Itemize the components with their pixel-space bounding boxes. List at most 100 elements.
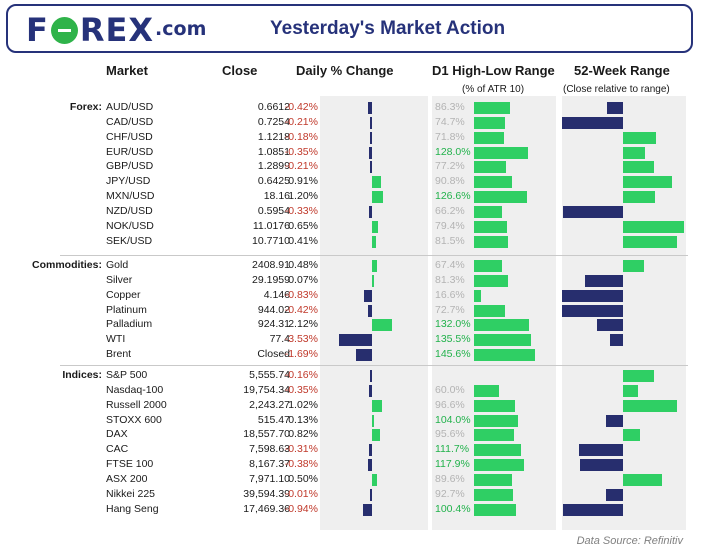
table-row: Forex: AUD/USD 0.6612 -0.42% 86.3%	[0, 100, 703, 115]
daily-change-value: -3.53%	[284, 333, 318, 346]
market-name: Nikkei 225	[106, 487, 156, 500]
market-name: Silver	[106, 273, 133, 286]
daily-change-value: -0.35%	[284, 383, 318, 396]
daily-change-value: 0.13%	[288, 413, 318, 426]
close-value: 7,971.10	[249, 472, 290, 485]
daily-change-bar	[372, 220, 379, 233]
close-value: 19,754.34	[243, 383, 290, 396]
atr-bar	[474, 102, 511, 114]
week52-bar	[623, 235, 677, 248]
daily-change-bar	[368, 459, 372, 472]
daily-change-bar	[368, 384, 372, 397]
table-row: GBP/USD 1.2899 -0.21% 77.2%	[0, 159, 703, 174]
table-row: STOXX 600 515.47 0.13% 104.0%	[0, 413, 703, 428]
close-value: 1.1218	[257, 130, 290, 143]
table-row: Commodities: Gold 2408.91 0.48% 67.4%	[0, 258, 703, 273]
market-name: JPY/USD	[106, 175, 151, 188]
column-header-52week: 52-Week Range	[574, 63, 670, 78]
market-name: SEK/USD	[106, 234, 153, 247]
table-row: NOK/USD 11.0176 0.65% 79.4%	[0, 219, 703, 234]
group-label: Commodities:	[31, 259, 102, 271]
close-value: 515.47	[257, 413, 290, 426]
week52-bar	[605, 488, 623, 501]
daily-change-value: -0.21%	[284, 115, 318, 128]
forex-logo: F REX.com	[26, 11, 207, 49]
atr-value: 126.6%	[435, 190, 471, 203]
week52-bar	[563, 205, 623, 218]
section-divider	[60, 365, 688, 366]
atr-bar	[474, 488, 513, 501]
close-value: 2,243.27	[249, 398, 290, 411]
market-name: MXN/USD	[106, 190, 155, 203]
close-value: 924.31	[257, 318, 290, 331]
market-name: CHF/USD	[106, 130, 153, 143]
atr-value: 66.2%	[435, 204, 465, 217]
week52-bar	[623, 220, 684, 233]
table-row: Platinum 944.02 -0.42% 72.7%	[0, 303, 703, 318]
table-row: CHF/USD 1.1218 -0.18% 71.8%	[0, 130, 703, 145]
daily-change-value: -0.83%	[284, 288, 318, 301]
daily-change-bar	[372, 319, 392, 332]
table-row: CAC 7,598.63 -0.31% 111.7%	[0, 442, 703, 457]
column-subheader-d1-range: (% of ATR 10)	[462, 84, 525, 95]
daily-change-value: -0.16%	[284, 369, 318, 381]
daily-change-value: -0.21%	[284, 160, 318, 173]
close-value: 17,469.36	[243, 502, 290, 515]
atr-value: 81.3%	[435, 273, 465, 286]
close-value: 0.6612	[257, 101, 290, 113]
market-name: Gold	[106, 259, 129, 271]
daily-change-bar	[356, 349, 372, 362]
atr-value: 86.3%	[435, 101, 465, 113]
column-header-market: Market	[106, 63, 148, 78]
market-name: ASX 200	[106, 472, 148, 485]
market-name: NOK/USD	[106, 219, 154, 232]
atr-value: 95.6%	[435, 428, 465, 441]
column-header-close: Close	[222, 63, 258, 78]
atr-value: 111.7%	[435, 443, 470, 456]
table-row: EUR/USD 1.0851 -0.35% 128.0%	[0, 145, 703, 160]
daily-change-bar	[372, 473, 377, 486]
week52-bar	[563, 503, 623, 516]
market-name: CAD/USD	[106, 115, 154, 128]
week52-bar	[585, 274, 623, 287]
daily-change-value: 0.91%	[288, 175, 318, 188]
close-value: 1.2899	[257, 160, 290, 173]
atr-value: 117.9%	[435, 458, 470, 471]
header-banner: F REX.com Yesterday's Market Action	[6, 4, 693, 53]
atr-value: 96.6%	[435, 398, 465, 411]
atr-value: 81.5%	[435, 234, 465, 247]
atr-bar	[474, 289, 481, 302]
close-value: 1.0851	[257, 145, 290, 158]
table-row: DAX 18,557.70 0.82% 95.6%	[0, 427, 703, 442]
daily-change-panel	[320, 96, 428, 530]
atr-value: 90.8%	[435, 175, 465, 188]
week52-bar	[609, 334, 623, 347]
market-name: AUD/USD	[106, 101, 154, 113]
atr-value: 60.0%	[435, 383, 465, 396]
daily-change-value: -0.94%	[284, 502, 318, 515]
table-row: Russell 2000 2,243.27 1.02% 96.6%	[0, 398, 703, 413]
atr-bar	[474, 399, 515, 412]
close-value: 18,557.70	[243, 428, 290, 441]
table-row: Brent Closed -1.69% 145.6%	[0, 347, 703, 362]
daily-change-bar	[363, 503, 372, 516]
atr-bar	[474, 146, 528, 159]
table-row: SEK/USD 10.7710 0.41% 81.5%	[0, 234, 703, 249]
week52-bar	[605, 414, 623, 427]
daily-change-bar	[368, 304, 372, 317]
table-row: Silver 29.1959 0.07% 81.3%	[0, 273, 703, 288]
group-label: Indices:	[62, 369, 102, 381]
atr-value: 67.4%	[435, 259, 465, 271]
daily-change-bar	[372, 429, 380, 442]
atr-value: 104.0%	[435, 413, 471, 426]
week52-bar	[623, 260, 645, 272]
daily-change-value: 0.41%	[288, 234, 318, 247]
market-name: STOXX 600	[106, 413, 162, 426]
group-label: Forex:	[69, 101, 102, 113]
column-subheader-52week: (Close relative to range)	[563, 84, 670, 95]
daily-change-value: 1.02%	[288, 398, 318, 411]
close-value: 8,167.37	[249, 458, 290, 471]
atr-bar	[474, 131, 505, 144]
atr-bar	[474, 444, 521, 457]
close-value: 4.146	[263, 288, 290, 301]
